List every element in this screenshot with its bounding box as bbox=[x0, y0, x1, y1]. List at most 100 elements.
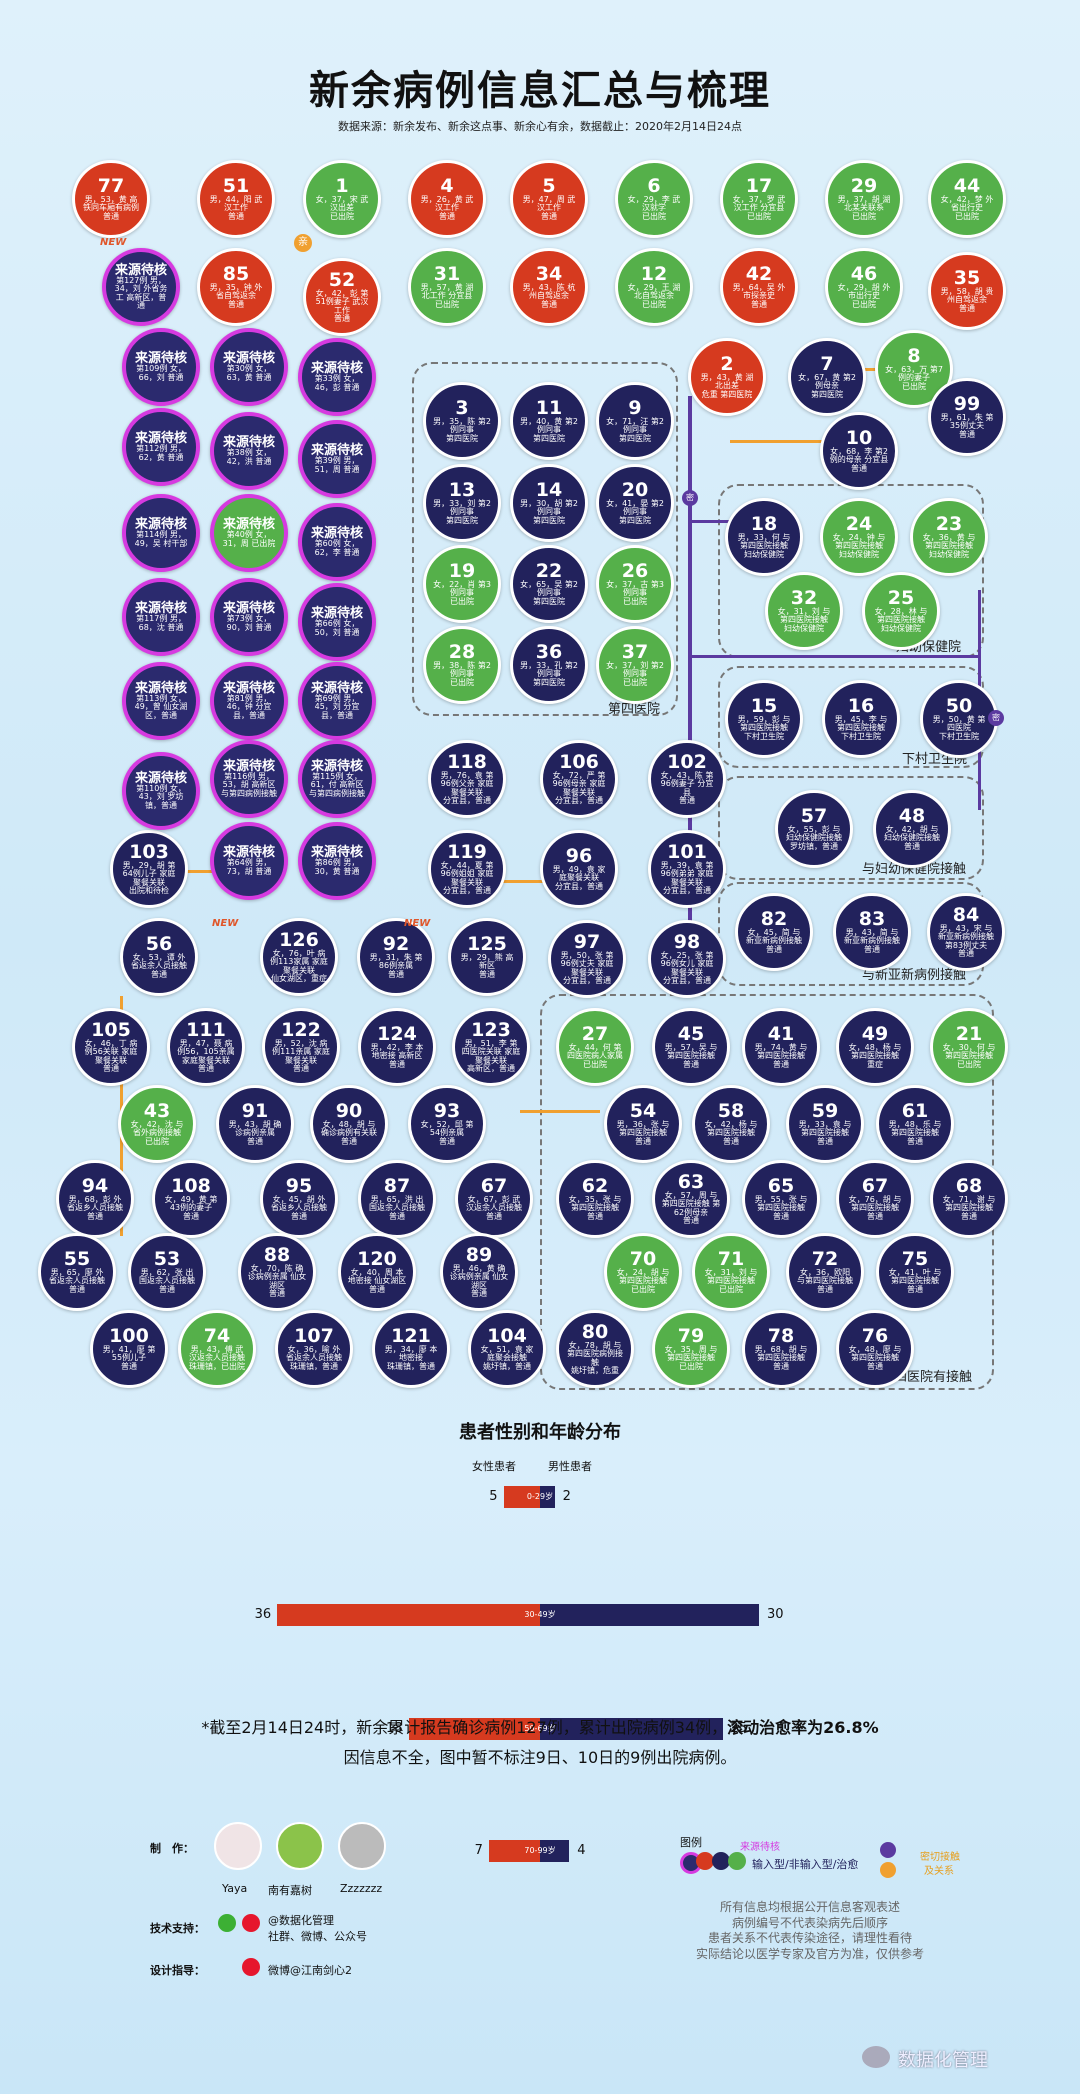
case-info: 第30例 女，63，黄 普通 bbox=[226, 364, 272, 382]
bar-value-male: 2 bbox=[562, 1489, 571, 1504]
case-info: 男，39，袁 第96例弟弟 家庭聚餐关联 bbox=[660, 860, 714, 887]
case-circle: 54 男，36，张 与第四医院接触 普通 bbox=[604, 1085, 682, 1163]
case-circle: 85 男，35，钟 外省自驾返余 普通 bbox=[197, 248, 275, 326]
case-number: 32 bbox=[790, 586, 818, 609]
case-info: 第33例 女，46，彭 普通 bbox=[314, 374, 360, 392]
case-number: 123 bbox=[471, 1018, 511, 1041]
case-info: 女，67，黄 第2例母亲 bbox=[798, 372, 856, 391]
case-number: 85 bbox=[222, 262, 250, 285]
legend-rel-icon bbox=[880, 1862, 896, 1878]
case-circle: 24 女，24，钟 与第四医院接触 妇幼保健院 bbox=[820, 498, 898, 576]
case-number: 25 bbox=[887, 586, 915, 609]
case-circle: 56 女，53，谭 外省返余人员接触 普通 bbox=[120, 918, 198, 996]
case-info: 女，35，周 与第四医院接触 bbox=[664, 1344, 718, 1363]
case-circle: 100 男，41，廖 第55例儿子 普通 bbox=[90, 1310, 168, 1388]
case-info: 女，42，胡 与妇幼保健院接触 bbox=[884, 824, 940, 843]
case-number: 29 bbox=[850, 174, 878, 197]
case-status: 已出院 bbox=[852, 299, 876, 309]
case-info: 女，67，彭 武汉返余人员接触 bbox=[466, 1194, 522, 1213]
case-info: 第115例 女，61，付 高新区与第四病例接触 bbox=[309, 771, 365, 798]
case-circle: 来源待核 第33例 女，46，彭 普通 bbox=[298, 338, 376, 416]
case-circle: 58 女，42，杨 与第四医院接触 普通 bbox=[692, 1085, 770, 1163]
case-circle: 108 女，49，黄 第43例的妻子 普通 bbox=[152, 1160, 230, 1238]
case-info: 男，29，胡 第64例儿子 家庭聚餐关联 bbox=[122, 860, 176, 887]
case-number: 48 bbox=[898, 804, 926, 827]
case-info: 女，43，陈 第96例妻子 分宜县 bbox=[660, 770, 714, 797]
case-status: 珠珊镇，已出院 bbox=[189, 1361, 245, 1371]
case-status: 第四医院 bbox=[533, 677, 565, 687]
case-circle: 23 女，36，黄 与第四医院接触 妇幼保健院 bbox=[910, 498, 988, 576]
case-number: 16 bbox=[847, 694, 875, 717]
case-status: 下村卫生院 bbox=[841, 731, 881, 741]
case-status: 已出院 bbox=[435, 299, 459, 309]
avatar-nanyou bbox=[276, 1822, 324, 1870]
case-number: 20 bbox=[621, 478, 649, 501]
case-info: 女，72，严 第96例母亲 家庭聚餐关联 bbox=[552, 770, 606, 797]
case-info: 男，30，胡 第2例同事 bbox=[520, 498, 578, 517]
case-circle: 来源待核 第127例 男，34，刘 外省务工 高新区，普通 bbox=[102, 248, 180, 326]
case-circle: 来源待核 第39例 男，51，周 普通 bbox=[298, 420, 376, 498]
case-info: 女，40，周 本地密接 仙女湖区 bbox=[347, 1267, 407, 1286]
case-number: 104 bbox=[487, 1324, 527, 1347]
case-info: 男，43，黄 湖北出差 bbox=[700, 372, 754, 391]
case-circle: 17 女，37，罗 武汉工作 分宜县 已出院 bbox=[720, 160, 798, 238]
credit-tech-1: @数据化管理 bbox=[268, 1914, 334, 1927]
case-number: 49 bbox=[861, 1022, 889, 1045]
case-info: 第116例 男，53，胡 高新区与第四病例接触 bbox=[221, 771, 277, 798]
case-number: 53 bbox=[153, 1247, 181, 1270]
case-status: 普通 bbox=[864, 944, 880, 954]
case-number: 70 bbox=[629, 1247, 657, 1270]
case-circle: 84 男，43，宋 与新亚新病例接触 第83例丈夫 普通 bbox=[927, 893, 1005, 971]
link-line bbox=[520, 1110, 600, 1113]
case-status: 普通 bbox=[635, 1136, 651, 1146]
case-circle: 57 女，55，彭 与妇幼保健院接触 罗坊镇，普通 bbox=[775, 790, 853, 868]
case-circle: 来源待核 第60例 女，62，李 普通 bbox=[298, 503, 376, 581]
case-circle: 43 女，42，沈 与省外病例接触 已出院 bbox=[118, 1085, 196, 1163]
case-number: 22 bbox=[535, 559, 563, 582]
case-number: 26 bbox=[621, 559, 649, 582]
case-circle: 70 女，24，胡 与第四医院接触 已出院 bbox=[604, 1233, 682, 1311]
case-info: 女，25，张 第96例女儿 家庭聚餐关联 bbox=[660, 950, 714, 977]
case-number: 102 bbox=[667, 750, 707, 773]
case-circle: 67 女，76，胡 与第四医院接触 普通 bbox=[836, 1160, 914, 1238]
case-number: 4 bbox=[440, 174, 454, 197]
case-circle: 11 男，40，黄 第2例同事 第四医院 bbox=[510, 382, 588, 460]
case-status: 普通 bbox=[851, 463, 867, 473]
case-number: 92 bbox=[382, 932, 410, 955]
case-number: 101 bbox=[667, 840, 707, 863]
case-number: 31 bbox=[433, 262, 461, 285]
case-number: 72 bbox=[811, 1247, 839, 1270]
case-status: 普通 bbox=[369, 1284, 385, 1294]
case-circle: 21 女，30，何 与第四医院接触 已出院 bbox=[930, 1008, 1008, 1086]
case-status: 普通 bbox=[388, 969, 404, 979]
case-info: 女，37，刘 第2例同事 bbox=[606, 660, 664, 679]
case-circle: 96 男，49，袁 家庭聚餐关联 分宜县，普通 bbox=[540, 830, 618, 908]
legend-pending: 来源待核 bbox=[740, 1842, 780, 1853]
case-status: 普通 bbox=[867, 1211, 883, 1221]
case-status: 普通 bbox=[959, 429, 975, 439]
new-tag: NEW bbox=[404, 918, 431, 929]
case-info: 男，65，洪 出国返余人员接触 bbox=[369, 1194, 425, 1213]
case-circle: 107 女，36，喻 外省返余人员接触 珠珊镇，普通 bbox=[275, 1310, 353, 1388]
case-status: 分宜县，普通 bbox=[443, 885, 491, 895]
case-number: 6 bbox=[647, 174, 661, 197]
case-info: 女，48，廖 与第四医院接触 bbox=[848, 1344, 902, 1363]
case-circle: 9 女，71，汪 第2例同事 第四医院 bbox=[596, 382, 674, 460]
case-status: 分宜县，普通 bbox=[555, 795, 603, 805]
case-status: 已出院 bbox=[902, 381, 926, 391]
case-status: 普通 bbox=[183, 1211, 199, 1221]
case-info: 男，53，黄 高铁同车厢有病例 bbox=[83, 194, 139, 213]
case-status: 第四医院 bbox=[533, 515, 565, 525]
case-info: 男，31，朱 第86例亲属 bbox=[369, 952, 423, 971]
case-info: 女，53，谭 外省返余人员接触 bbox=[131, 952, 187, 971]
summary-line1: *截至2月14日24时，新余累计报告确诊病例127例，累计出院病例34例， bbox=[201, 1718, 728, 1737]
case-status: 普通 bbox=[121, 1361, 137, 1371]
case-status: 普通 bbox=[773, 1211, 789, 1221]
case-circle: 124 男，42，李 本地密接 高新区 普通 bbox=[358, 1008, 436, 1086]
bar-value-male: 25 bbox=[730, 1721, 748, 1736]
link-line bbox=[480, 880, 560, 883]
case-status: 普通 bbox=[471, 1288, 487, 1298]
link-line bbox=[690, 655, 980, 658]
avatar-yaya bbox=[214, 1822, 262, 1870]
case-number: 21 bbox=[955, 1022, 983, 1045]
